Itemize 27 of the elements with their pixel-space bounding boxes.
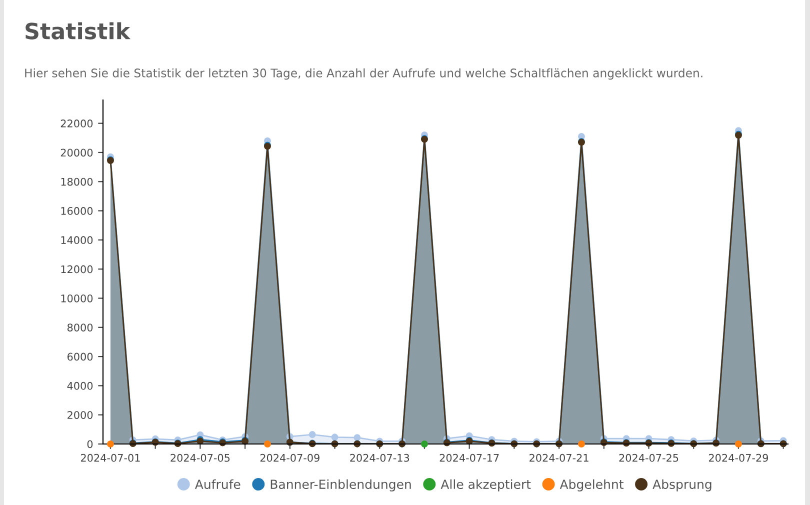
x-tick-label: 2024-07-05 [170, 454, 230, 462]
y-tick-label: 22000 [60, 120, 93, 128]
y-tick-label: 16000 [61, 207, 93, 215]
legend-label: Abgelehnt [560, 479, 624, 492]
chart-subtitle: Hier sehen Sie die Statistik der letzten 30 Tage, die Anzahl der Aufrufe und welche Schaltflächen angeklickt wurden. [25, 68, 702, 80]
legend-label: Banner-Einblendungen [270, 479, 411, 492]
x-tick-label: 2024-07-09 [260, 454, 320, 462]
y-tick-label: 10000 [61, 294, 93, 302]
x-tick-label: 2024-07-25 [619, 454, 678, 462]
y-tick-label: 12000 [61, 265, 93, 274]
y-tick-label: 18000 [61, 178, 93, 186]
x-tick-label: 2024-07-29 [708, 454, 768, 462]
y-tick-label: 8000 [67, 324, 93, 332]
x-tick-label: 2024-07-13 [350, 454, 410, 462]
legend-label: Absprung [652, 479, 712, 492]
y-tick-label: 20000 [60, 148, 93, 157]
y-tick-label: 14000 [61, 236, 93, 244]
y-tick-label: 4000 [67, 382, 93, 390]
chart-title: Statistik [26, 22, 131, 40]
legend-label: Aufrufe [194, 479, 240, 490]
y-tick-label: 6000 [67, 352, 93, 361]
legend-label: Alle akzeptiert [440, 479, 531, 492]
y-tick-label: 0 [87, 440, 93, 448]
x-tick-label: 2024-07-01 [80, 454, 140, 462]
x-tick-label: 2024-07-21 [530, 454, 588, 462]
x-tick-label: 2024-07-17 [440, 454, 499, 462]
y-tick-label: 2000 [68, 411, 93, 419]
